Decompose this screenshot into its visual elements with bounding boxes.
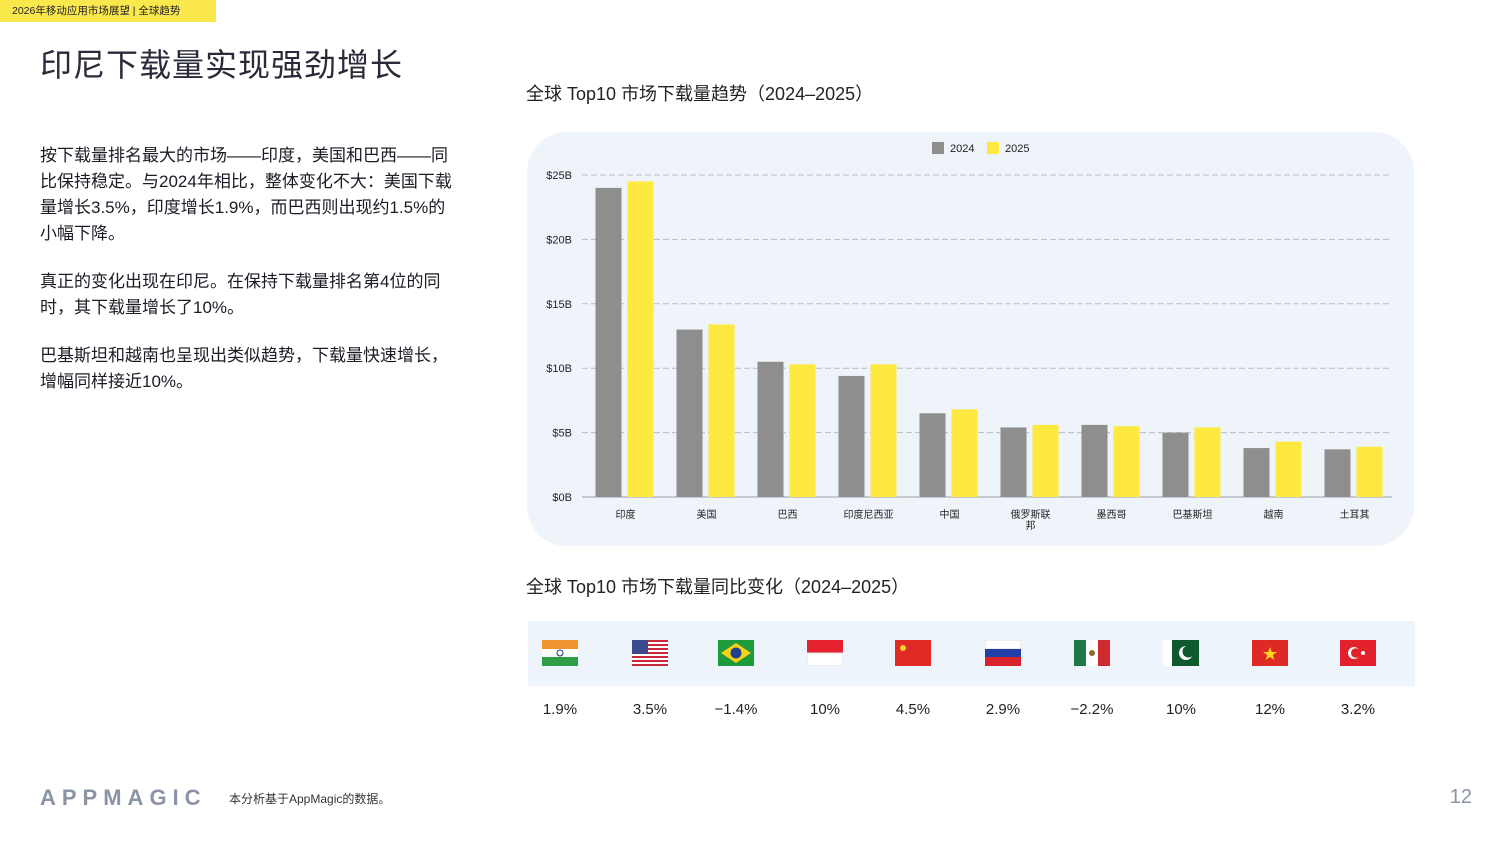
paragraph: 按下载量排名最大的市场——印度，美国和巴西——同比保持稳定。与2024年相比，整… xyxy=(40,146,452,243)
bar-2024 xyxy=(1324,449,1351,497)
legend-swatch xyxy=(932,142,944,154)
legend-label: 2025 xyxy=(1005,143,1029,155)
yoy-value: 10% xyxy=(1165,701,1197,718)
x-tick-label: 巴基斯坦 xyxy=(1173,508,1213,521)
bar-2024 xyxy=(1243,448,1270,497)
bar-2025 xyxy=(1194,427,1221,497)
y-tick-label: $5B xyxy=(552,428,572,440)
y-tick-label: $0B xyxy=(552,492,572,504)
bar-2025 xyxy=(951,409,978,497)
x-tick-label: 越南 xyxy=(1264,508,1284,521)
y-tick-label: $25B xyxy=(546,170,572,182)
china-flag-icon xyxy=(895,640,931,666)
bar-2025 xyxy=(870,364,897,497)
brazil-flag-icon xyxy=(718,640,754,666)
x-tick-label: 巴西 xyxy=(778,509,798,521)
body-text: 按下载量排名最大的市场——印度，美国和巴西——同比保持稳定。与2024年相比，整… xyxy=(40,143,460,417)
y-tick-label: $10B xyxy=(546,363,572,375)
page-number: 12 xyxy=(1449,786,1472,808)
bar-2025 xyxy=(1275,441,1302,497)
bar-2025 xyxy=(627,181,654,497)
bar-2024 xyxy=(1081,424,1108,497)
bar-2025 xyxy=(1356,446,1383,497)
paragraph: 真正的变化出现在印尼。在保持下载量排名第4位的同时，其下载量增长了10%。 xyxy=(40,272,441,317)
yoy-value: 3.5% xyxy=(632,701,668,718)
bar-2025 xyxy=(1113,426,1140,497)
x-tick-label: 印度 xyxy=(616,508,636,521)
yoy-value: 4.5% xyxy=(895,701,931,718)
x-tick-label: 墨西哥 xyxy=(1097,509,1127,521)
india-flag-icon xyxy=(542,640,578,666)
x-tick-label: 中国 xyxy=(940,508,960,521)
x-tick-label: 土耳其 xyxy=(1340,508,1370,521)
bar-2024 xyxy=(1000,427,1027,497)
y-tick-label: $15B xyxy=(546,299,572,311)
bar-2024 xyxy=(595,187,622,497)
appmagic-logo: APPMAGIC xyxy=(40,785,207,810)
bar-chart: $0B $5B $10B $15B $20B $25B 印度 美国 巴西 印度尼西亚 中国 俄罗斯联邦… xyxy=(546,142,1392,532)
turkey-flag-icon xyxy=(1340,640,1376,666)
legend-label: 2024 xyxy=(950,143,974,155)
pakistan-flag-icon xyxy=(1163,640,1199,666)
yoy-value: 10% xyxy=(809,701,841,718)
legend-swatch xyxy=(987,142,999,154)
footnote: 本分析基于AppMagic的数据。 xyxy=(229,792,391,806)
x-tick-label: 印度尼西亚 xyxy=(844,508,894,521)
page-title: 印尼下载量实现强劲增长 xyxy=(40,47,404,83)
bar-2024 xyxy=(757,361,784,497)
yoy-title: 全球 Top10 市场下载量同比变化（2024–2025） xyxy=(526,577,910,597)
vietnam-flag-icon xyxy=(1252,640,1288,666)
y-tick-label: $20B xyxy=(546,234,572,246)
yoy-value: −1.4% xyxy=(714,701,758,718)
bar-2024 xyxy=(676,329,703,497)
x-tick-label: 俄罗斯联 xyxy=(1011,508,1051,521)
yoy-value: 12% xyxy=(1254,701,1286,718)
yoy-value: 1.9% xyxy=(542,701,578,718)
section-tag: 2026年移动应用市场展望 | 全球趋势 xyxy=(0,0,216,22)
russia-flag-icon xyxy=(984,639,1022,666)
mexico-flag-icon xyxy=(1074,640,1110,666)
paragraph: 巴基斯坦和越南也呈现出类似趋势，下载量快速增长，增幅同样接近10%。 xyxy=(40,346,448,391)
x-tick-label: 美国 xyxy=(697,508,717,521)
yoy-value: −2.2% xyxy=(1070,701,1114,718)
yoy-value: 2.9% xyxy=(985,701,1021,718)
bar-2025 xyxy=(789,364,816,497)
yoy-value: 3.2% xyxy=(1340,701,1376,718)
bar-2024 xyxy=(1162,432,1189,497)
indonesia-flag-icon xyxy=(806,640,844,667)
bar-2024 xyxy=(838,375,865,497)
x-tick-label: 邦 xyxy=(1026,519,1036,532)
bar-2025 xyxy=(708,324,735,497)
bar-2024 xyxy=(919,413,946,497)
bar-chart-title: 全球 Top10 市场下载量趋势（2024–2025） xyxy=(526,84,874,104)
bar-2025 xyxy=(1032,424,1059,497)
usa-flag-icon xyxy=(632,640,668,666)
